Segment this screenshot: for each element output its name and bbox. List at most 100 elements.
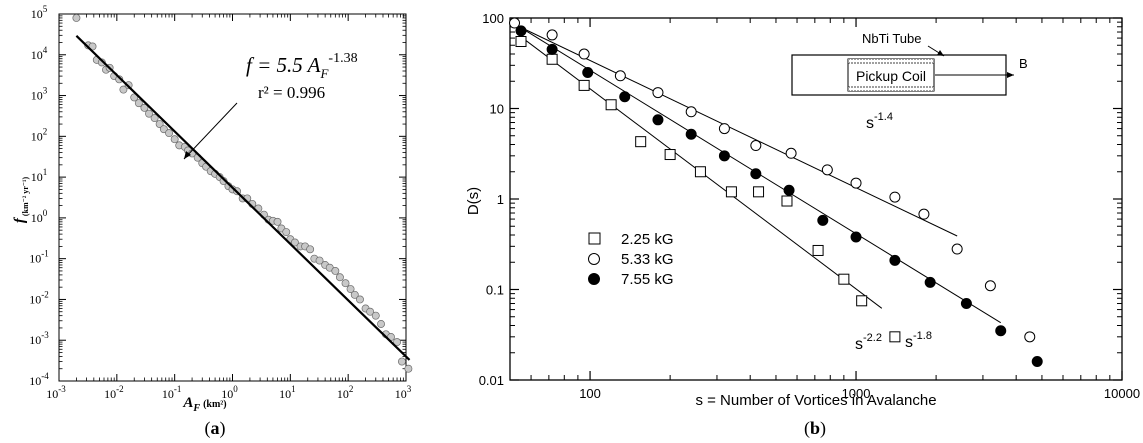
- chart-b-point-2.25kG: [856, 295, 868, 307]
- chart-a-point: [366, 307, 375, 316]
- chart-a-point: [145, 109, 153, 118]
- chart-b-point-5.33kG: [509, 17, 521, 29]
- chart-b-point-5.33kG: [1024, 331, 1036, 343]
- chart-a-point: [371, 311, 380, 320]
- chart-a-ytick-label: 10-4: [29, 371, 49, 388]
- chart-a-ytick-label: 10-1: [29, 249, 49, 266]
- chart-b-point-2.25kG: [694, 166, 706, 178]
- chart-b-point-2.25kG: [515, 35, 527, 47]
- chart-b-point-5.33kG: [951, 243, 963, 255]
- legend-label-5.33kG: 5.33 kG: [621, 251, 674, 268]
- chart-b-point-5.33kG: [889, 191, 901, 203]
- coil-winding-top: [847, 58, 935, 64]
- chart-a-xtick-label: 103: [395, 384, 412, 401]
- chart-a-ytick-label: 10-3: [29, 330, 49, 347]
- chart-b-point-2.25kG: [635, 136, 647, 148]
- chart-a: 10-3 10-2 10-1 100 101 102 10310-410-310-210-1…: [12, 4, 413, 439]
- chart-b-ytick-label: 0.01: [479, 373, 504, 388]
- chart-b-point-5.33kG: [984, 280, 996, 292]
- chart-a-point: [170, 135, 179, 144]
- chart-a-points: [72, 14, 413, 373]
- pickup-coil: [847, 58, 935, 92]
- chart-a-point: [341, 279, 350, 288]
- chart-a-point: [335, 273, 344, 282]
- tube-pointer-arrowhead: [937, 50, 944, 56]
- chart-a-r2: r² = 0.996: [258, 83, 325, 102]
- chart-b-fit-label: s-1.8: [905, 330, 932, 351]
- field-label: B: [1019, 56, 1028, 71]
- inset-diagram: Pickup Coil NbTi Tube B: [791, 31, 1028, 96]
- chart-a-ytick-label: 101: [31, 167, 48, 184]
- chart-a-ytick-label: 102: [31, 126, 48, 143]
- chart-b-fit-line: [514, 23, 958, 237]
- chart-a-xtick-label: 101: [279, 384, 296, 401]
- chart-b-point-2.25kG: [753, 186, 765, 198]
- chart-b-ytick-label: 10: [490, 102, 504, 117]
- chart-b-point-7.55kG: [1031, 356, 1043, 368]
- chart-b-point-5.33kG: [850, 177, 862, 189]
- chart-a-point: [130, 93, 139, 102]
- panel-label-a: (a): [205, 418, 226, 439]
- chart-b-point-5.33kG: [821, 164, 833, 176]
- chart-b-ytick-label: 100: [482, 11, 504, 26]
- nbti-tube-label: NbTi Tube: [862, 31, 922, 46]
- chart-b-tick-labels: 100 1000 10000 0.01 0.1 1 10 100: [479, 11, 1140, 401]
- chart-a-xtick-label: 10-3: [46, 384, 66, 401]
- chart-a-xtick-label: 10-1: [162, 384, 182, 401]
- chart-a-ytick-label: 100: [31, 208, 48, 225]
- chart-a-point: [404, 364, 413, 373]
- chart-a-ylabel: f(km⁻² yr⁻¹): [12, 177, 30, 224]
- chart-b-point-7.55kG: [889, 254, 901, 266]
- chart-a-ytick-label: 104: [31, 45, 48, 62]
- chart-a-point: [119, 85, 128, 94]
- chart-b-xlabel: s = Number of Vortices in Avalanche: [695, 392, 936, 409]
- chart-a-point: [315, 256, 324, 265]
- chart-b-ytick-label: 1: [497, 192, 504, 207]
- chart-b-point-5.33kG: [918, 208, 930, 220]
- chart-b-ytick-label: 0.1: [486, 283, 504, 298]
- field-arrowhead: [1007, 72, 1014, 78]
- chart-a-point: [159, 125, 168, 134]
- chart-a-point: [72, 14, 81, 22]
- chart-b-point-5.33kG: [546, 29, 558, 41]
- chart-a-point: [306, 245, 315, 254]
- chart-b-point-7.55kG: [619, 91, 631, 103]
- chart-a-fit-line: [75, 35, 411, 361]
- chart-a-ytick-label: 103: [31, 86, 48, 103]
- chart-b-point-2.25kG: [725, 186, 737, 198]
- chart-b-point-2.25kG: [838, 273, 850, 285]
- chart-a-xlabel: AF (km²): [182, 395, 226, 414]
- chart-b-point-7.55kG: [924, 276, 936, 288]
- chart-b-xtick-label: 1000: [842, 386, 871, 401]
- chart-a-point: [150, 114, 159, 123]
- legend-label-2.25kG: 2.25 kG: [621, 231, 674, 248]
- chart-b-fit-label: s-1.4: [866, 111, 893, 132]
- pickup-coil-label: Pickup Coil: [856, 68, 926, 84]
- chart-b-point-2.25kG: [664, 149, 676, 161]
- chart-b-point-5.33kG: [578, 48, 590, 60]
- chart-b-point-5.33kG: [785, 147, 797, 159]
- chart-b-fit-label: s-2.2: [855, 332, 882, 353]
- chart-b-ticks: [509, 17, 1123, 381]
- legend-marker-2.25kG: [588, 232, 601, 245]
- chart-a-point: [377, 320, 385, 328]
- chart-b-point-2.25kG: [605, 99, 617, 111]
- chart-b-point-7.55kG: [546, 43, 558, 55]
- chart-a-point: [397, 357, 406, 366]
- chart-a-ticks: [58, 13, 407, 382]
- chart-a-equation: f = 5.5 AF-1.38: [246, 51, 358, 81]
- chart-b-point-5.33kG: [750, 140, 762, 152]
- coil-winding-bottom: [847, 86, 935, 92]
- chart-b-point-7.55kG: [718, 150, 730, 162]
- chart-a-xtick-label: 10-2: [104, 384, 124, 401]
- chart-b-xtick-label: 10000: [1104, 386, 1140, 401]
- chart-a-point: [346, 285, 355, 293]
- chart-a-point: [97, 58, 106, 67]
- chart-a-point: [331, 266, 340, 275]
- legend-marker-7.55kG: [588, 273, 600, 285]
- chart-b-point-7.55kG: [515, 25, 527, 37]
- chart-a-ytick-label: 105: [31, 4, 48, 21]
- chart-b-point-7.55kG: [995, 325, 1007, 337]
- chart-b-plot-frame: [509, 17, 1123, 381]
